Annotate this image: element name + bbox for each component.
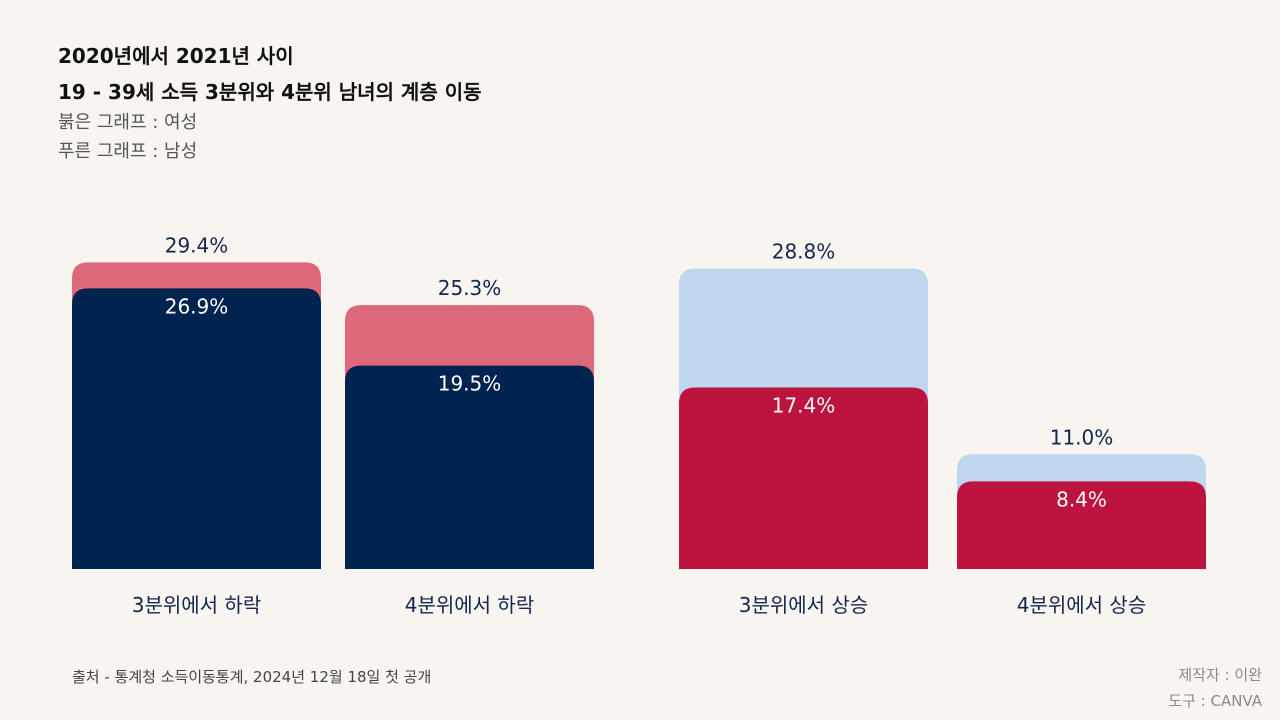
category-label-4: 4분위에서 상승 <box>1017 593 1146 617</box>
data-label-female-1: 29.4% <box>165 233 229 257</box>
data-label-male-1: 26.9% <box>165 294 229 318</box>
data-label-male-4: 11.0% <box>1050 425 1114 449</box>
data-label-male-2: 19.5% <box>438 372 502 396</box>
credit-maker: 제작자 : 이완 <box>1178 666 1262 684</box>
category-label-1: 3분위에서 하락 <box>132 593 261 617</box>
data-label-male-3: 28.8% <box>772 240 836 264</box>
chart-title-line2: 19 - 39세 소득 3분위와 4분위 남녀의 계층 이동 <box>58 80 482 104</box>
data-label-female-3: 17.4% <box>772 394 836 418</box>
source-note: 출처 - 통계청 소득이동통계, 2024년 12월 18일 첫 공개 <box>72 668 432 686</box>
bar-female-3 <box>679 387 928 569</box>
legend-female-note: 붉은 그래프 : 여성 <box>58 112 198 133</box>
bar-male-1 <box>72 288 321 569</box>
category-label-3: 3분위에서 상승 <box>739 593 868 617</box>
bar-male-2 <box>345 365 594 569</box>
data-label-female-2: 25.3% <box>438 276 502 300</box>
chart-title-line1: 2020년에서 2021년 사이 <box>58 44 294 68</box>
bar-female-4 <box>957 481 1206 569</box>
credit-tool: 도구 : CANVA <box>1168 692 1262 710</box>
data-label-female-4: 8.4% <box>1056 487 1107 511</box>
category-label-2: 4분위에서 하락 <box>405 593 534 617</box>
legend-male-note: 푸른 그래프 : 남성 <box>58 141 198 162</box>
